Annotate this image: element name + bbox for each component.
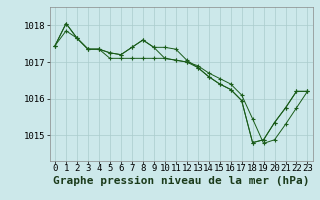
X-axis label: Graphe pression niveau de la mer (hPa): Graphe pression niveau de la mer (hPa) bbox=[53, 176, 309, 186]
